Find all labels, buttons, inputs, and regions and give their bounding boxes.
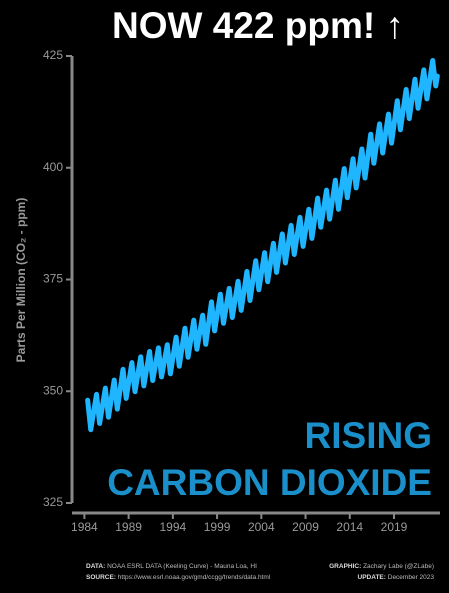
data-line (85, 57, 440, 433)
footer-key: GRAPHIC: (329, 563, 361, 570)
chart-title: NOW 422 ppm! ↑ (112, 5, 404, 46)
footer-source: SOURCE: https://www.esrl.noaa.gov/gmd/cc… (86, 574, 271, 581)
footer-graphic: GRAPHIC: Zachary Labe (@ZLabe) (329, 563, 434, 570)
footer-key: DATA: (86, 563, 105, 570)
y-axis-label: Parts Per Million (CO₂ - ppm) (14, 198, 28, 363)
annotation: CARBON DIOXIDE (107, 462, 432, 503)
x-tick-label: 1984 (71, 520, 98, 534)
annotation: RISING (305, 415, 432, 456)
y-tick-label: 325 (43, 495, 63, 509)
y-tick-label: 375 (43, 272, 63, 286)
y-tick-label: 425 (43, 48, 63, 62)
x-tick-label: 1999 (204, 520, 231, 534)
x-tick-label: 2014 (336, 520, 363, 534)
footer-text: https://www.esrl.noaa.gov/gmd/ccgg/trend… (118, 574, 271, 581)
footer-text: December 2023 (388, 574, 435, 581)
y-tick-label: 400 (43, 160, 63, 174)
x-tick-label: 1989 (115, 520, 142, 534)
x-tick-label: 1994 (159, 520, 186, 534)
footer-key: SOURCE: (86, 574, 116, 581)
y-tick-label: 350 (43, 383, 63, 397)
x-tick-label: 2009 (292, 520, 319, 534)
footer-text: Zachary Labe (@ZLabe) (363, 563, 434, 570)
x-tick-label: 2019 (381, 520, 408, 534)
footer-data: DATA: NOAA ESRL DATA (Keeling Curve) - M… (86, 563, 257, 570)
footer-update: UPDATE: December 2023 (358, 574, 435, 581)
footer-text: NOAA ESRL DATA (Keeling Curve) - Mauna L… (107, 563, 257, 570)
footer-key: UPDATE: (358, 574, 386, 581)
x-tick-label: 2004 (248, 520, 275, 534)
